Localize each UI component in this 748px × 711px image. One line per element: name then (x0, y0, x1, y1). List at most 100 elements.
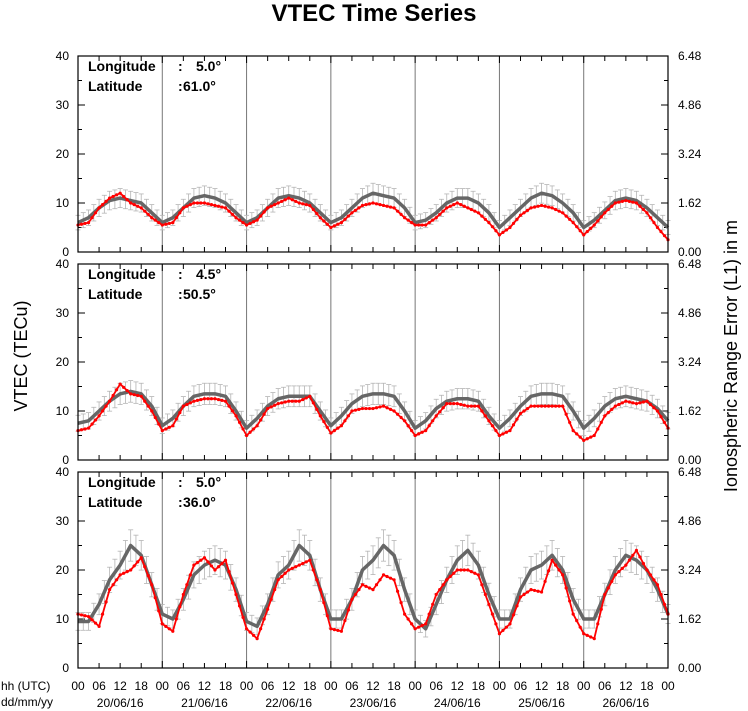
observed-point (332, 628, 336, 632)
observed-point (202, 556, 207, 560)
observed-point (160, 429, 164, 433)
observed-point (511, 221, 516, 226)
observed-point (244, 433, 249, 438)
observed-point (290, 566, 294, 570)
observed-point (364, 203, 368, 207)
observed-point (220, 561, 224, 566)
observed-point (297, 399, 301, 403)
observed-point (132, 203, 136, 207)
latitude-value: 61.0° (183, 78, 216, 94)
observed-point (174, 617, 178, 621)
date-tick-label: 25/06/16 (518, 696, 565, 710)
observed-point (150, 216, 154, 220)
observed-point (441, 209, 445, 213)
panel-3: 0 0.00 10 1.62 20 3.24 30 4.86 40 6.48 Longitude:5… (56, 465, 702, 675)
panel-frame (77, 471, 669, 669)
observed-point (385, 204, 389, 208)
observed-point (406, 218, 410, 222)
observed-point (501, 230, 505, 234)
observed-point (111, 583, 115, 587)
observed-point (325, 222, 329, 226)
observed-point (487, 221, 491, 225)
observed-point (473, 209, 477, 213)
observed-point (125, 570, 129, 574)
observed-point (448, 204, 452, 208)
observed-point (592, 637, 596, 641)
observed-point (424, 622, 428, 626)
observed-point (466, 568, 470, 572)
observed-point (216, 565, 221, 569)
observed-point (304, 560, 308, 564)
observed-point (546, 205, 551, 209)
observed-point (199, 201, 203, 205)
y-tick-label-right: 0.00 (678, 661, 702, 675)
observed-point (251, 220, 256, 224)
observed-point (378, 578, 382, 582)
observed-point (322, 601, 326, 605)
observed-point (153, 596, 157, 600)
observed-point (627, 199, 631, 203)
observed-point (539, 203, 544, 208)
longitude-value: 5.0° (196, 58, 221, 74)
observed-point (353, 408, 358, 412)
observed-point (532, 588, 537, 593)
observed-point (490, 424, 495, 428)
hour-tick-label: 06 (430, 679, 444, 693)
observed-point (132, 564, 136, 568)
observed-point (455, 402, 459, 406)
observed-point (325, 425, 329, 429)
observed-point (624, 399, 628, 403)
y-tick-label: 20 (56, 563, 70, 577)
latitude-value: 50.5° (183, 286, 216, 302)
observed-point (118, 573, 122, 577)
observed-point (108, 588, 112, 592)
observed-point (539, 404, 544, 408)
observed-point (241, 427, 245, 431)
observed-point (592, 223, 596, 227)
observed-point (93, 418, 98, 422)
observed-point (329, 627, 333, 631)
observed-point (244, 223, 249, 227)
observed-point (568, 420, 572, 425)
observed-point (459, 203, 463, 207)
observed-point (596, 219, 600, 223)
observed-point (438, 410, 442, 414)
longitude-colon: : (178, 474, 183, 490)
observed-point (367, 586, 372, 590)
observed-point (318, 588, 322, 592)
reference-line (78, 543, 670, 631)
observed-point (424, 429, 428, 433)
observed-point (276, 201, 280, 205)
observed-point (403, 216, 407, 220)
hour-tick-label: 12 (619, 679, 633, 693)
observed-point (589, 226, 593, 230)
chart-title: VTEC Time Series (272, 0, 477, 27)
observed-point (104, 404, 108, 408)
observed-point (599, 607, 603, 611)
observed-point (269, 405, 273, 409)
longitude-label: Longitude (88, 474, 156, 490)
observed-point (280, 401, 284, 405)
y-tick-label: 40 (56, 257, 70, 271)
observed-point (136, 560, 140, 564)
observed-point (311, 207, 315, 212)
y-tick-label: 40 (56, 465, 70, 479)
observed-point (346, 214, 351, 218)
observed-point (83, 221, 87, 226)
latitude-colon: : (178, 78, 183, 94)
observed-point (367, 202, 372, 206)
observed-point (230, 212, 235, 217)
observed-point (413, 433, 417, 438)
observed-point (360, 406, 365, 411)
observed-point (301, 561, 305, 566)
observed-point (297, 563, 301, 567)
hour-tick-label: 12 (366, 679, 380, 693)
observed-point (522, 409, 526, 413)
longitude-label: Longitude (88, 266, 156, 282)
observed-point (417, 625, 421, 629)
observed-point (259, 627, 263, 631)
observed-point (122, 571, 126, 575)
observed-point (160, 622, 164, 626)
observed-point (90, 422, 94, 426)
